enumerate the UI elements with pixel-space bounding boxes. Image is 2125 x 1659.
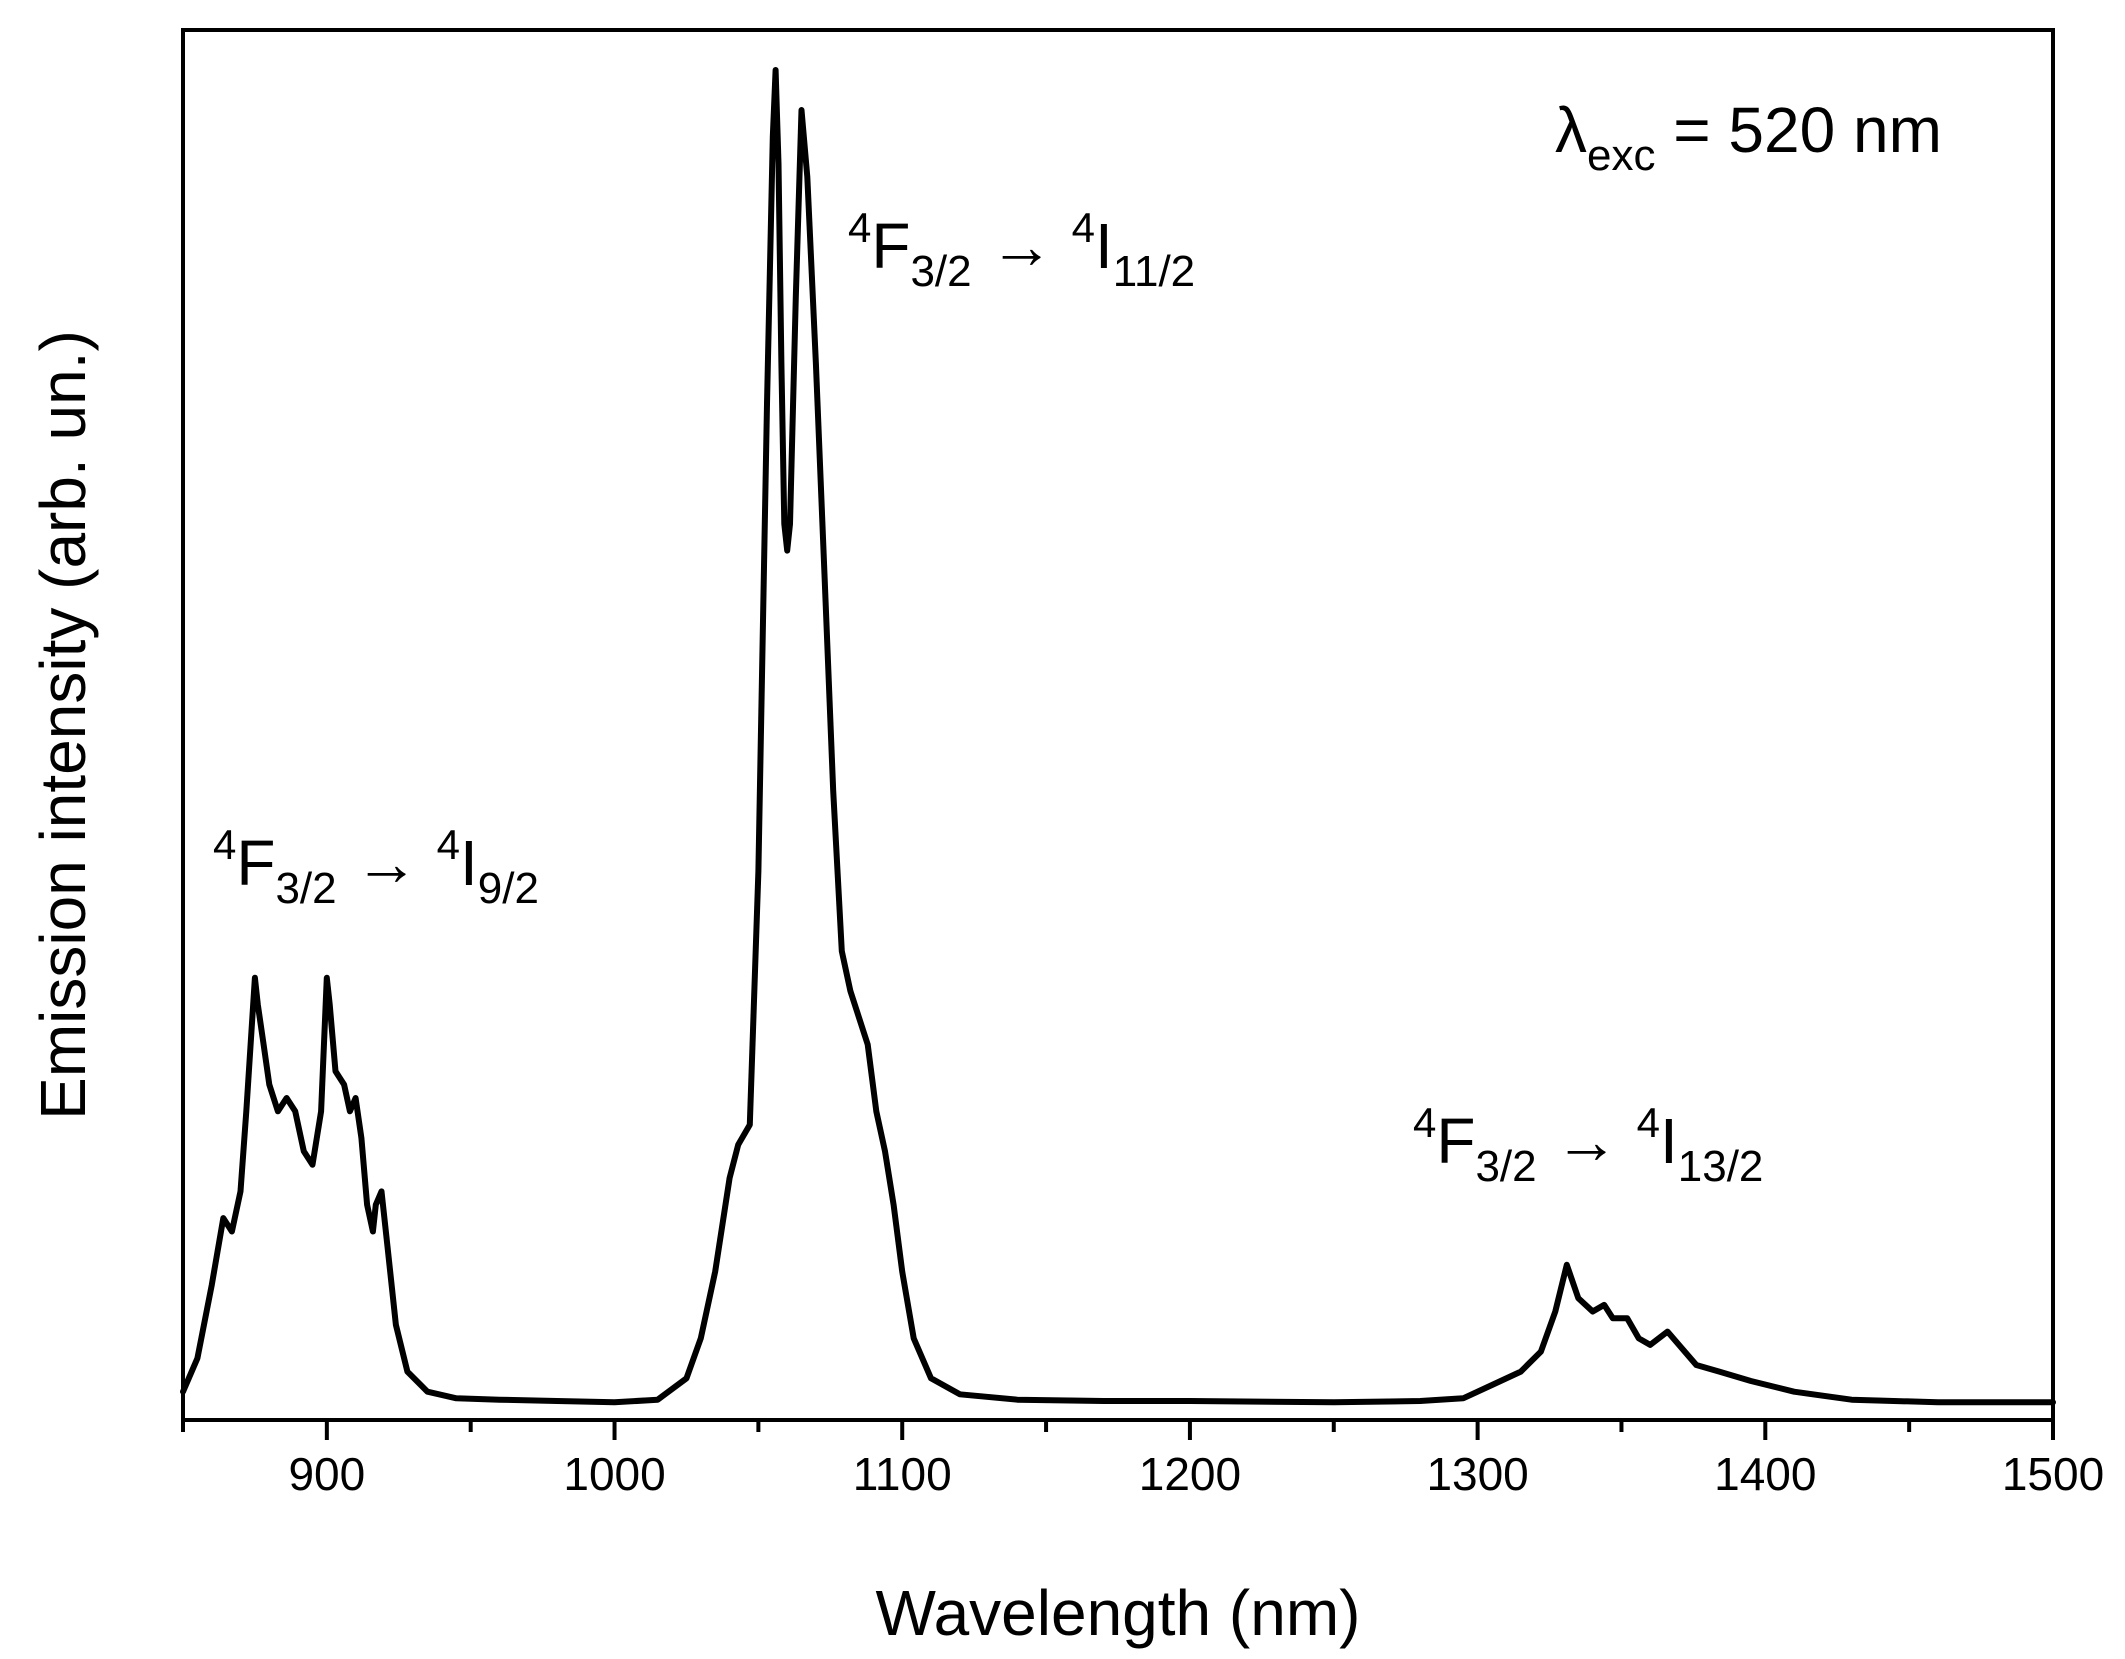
lambda-subscript: exc (1587, 131, 1655, 180)
x-axis-title: Wavelength (nm) (876, 1577, 1361, 1649)
x-tick-label: 1000 (563, 1448, 665, 1500)
x-tick-label: 1400 (1714, 1448, 1816, 1500)
x-tick-label: 1200 (1139, 1448, 1241, 1500)
plot-frame (181, 28, 2055, 1422)
x-axis-ticks (181, 1420, 2055, 1440)
x-tick-label: 1100 (853, 1448, 952, 1500)
x-tick-label: 1300 (1426, 1448, 1528, 1500)
transition-label-9-2: 4F3/2 → 4I9/2 (213, 821, 539, 913)
emission-spectrum-line (180, 67, 2056, 1406)
excitation-value: = 520 nm (1655, 94, 1941, 166)
excitation-wavelength-label: λexc = 520 nm (1555, 94, 1942, 180)
transition-label-13-2: 4F3/2 → 4I13/2 (1413, 1099, 1763, 1191)
x-tick-label: 1500 (2002, 1448, 2104, 1500)
x-tick-label: 900 (288, 1448, 365, 1500)
lambda-symbol: λ (1555, 94, 1587, 166)
y-axis-title: Emission intensity (arb. un.) (27, 330, 99, 1120)
x-axis-tick-labels: 900 1000 1100 1200 1300 1400 1500 (288, 1448, 2104, 1500)
transition-label-11-2: 4F3/2 → 4I11/2 (848, 204, 1195, 296)
